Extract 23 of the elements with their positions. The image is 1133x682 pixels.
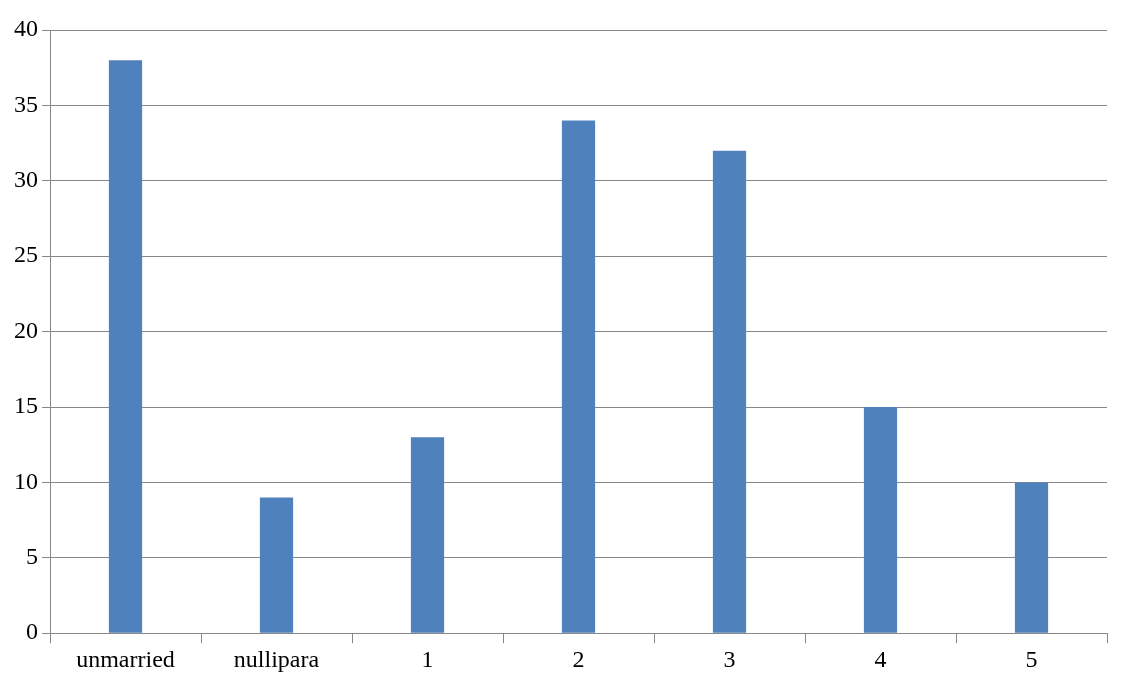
- x-tick-label: unmarried: [76, 645, 175, 672]
- bar: [712, 150, 747, 633]
- x-tick-label: 3: [723, 645, 736, 672]
- bar: [863, 407, 898, 633]
- x-tick-label: 4: [874, 645, 887, 672]
- x-tick-label: nullipara: [233, 645, 320, 672]
- bar: [1014, 482, 1049, 633]
- y-tick-label: 5: [26, 543, 38, 570]
- bar: [108, 60, 143, 633]
- y-tick-label: 0: [26, 618, 38, 645]
- y-tick-label: 30: [14, 166, 38, 193]
- y-tick-label: 35: [14, 90, 38, 117]
- bar: [410, 437, 445, 633]
- x-tick-label: 1: [421, 645, 434, 672]
- y-tick-label: 25: [14, 241, 38, 268]
- x-tick-label: 5: [1025, 645, 1038, 672]
- x-tick-label: 2: [572, 645, 585, 672]
- bar: [259, 497, 294, 633]
- y-tick-label: 15: [14, 392, 38, 419]
- y-tick-label: 10: [14, 467, 38, 494]
- y-tick-label: 20: [14, 316, 38, 343]
- y-tick-label: 40: [14, 15, 38, 42]
- bar: [561, 120, 596, 633]
